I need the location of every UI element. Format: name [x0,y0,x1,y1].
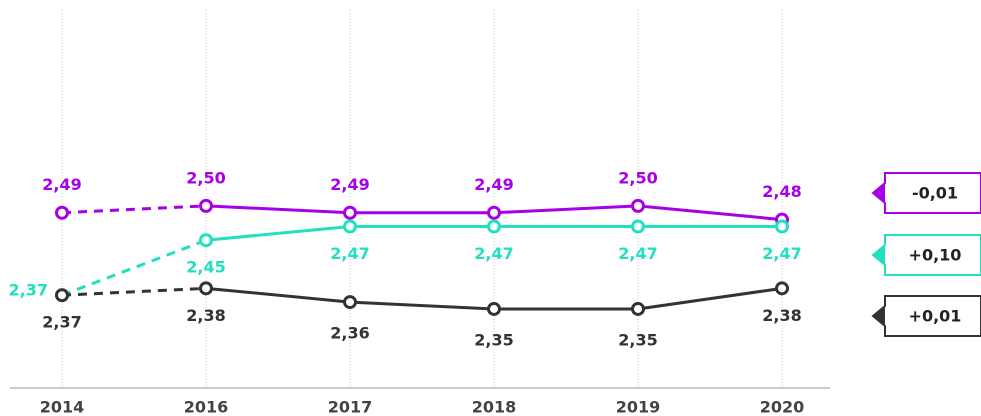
data-label: 2,50 [618,168,657,187]
data-label: 2,47 [618,244,657,263]
point [631,219,645,234]
point [487,205,501,220]
point [199,233,213,248]
data-label: 2,35 [618,330,657,349]
point [55,288,69,303]
x-tick-label: 2018 [472,398,517,416]
dashed-line [61,204,207,215]
dashed-line [61,238,207,297]
data-label: 2,47 [474,244,513,263]
badge [871,172,981,214]
data-label: 2,47 [762,244,801,263]
x-tick-label: 2016 [184,398,229,416]
point [199,198,213,213]
point [487,219,501,234]
point [775,219,789,234]
data-label: 2,49 [330,175,369,194]
data-label: 2,38 [186,306,225,325]
data-label: 2,37 [9,281,48,300]
data-label: 2,49 [42,175,81,194]
badge-arrow [873,245,885,265]
data-label: 2,36 [330,324,369,343]
data-label: 2,49 [474,175,513,194]
point [775,281,789,296]
legend-label: +0,10 [909,246,962,265]
point [631,198,645,213]
point [631,301,645,316]
data-label: 2,48 [762,182,801,201]
x-tick-label: 2017 [328,398,373,416]
point [487,301,501,316]
legend-label: -0,01 [912,184,958,203]
badge [871,295,981,337]
x-tick-label: 2014 [40,398,85,416]
point [343,205,357,220]
data-label: 2,45 [186,258,225,277]
badge [871,234,981,276]
dashed-line [61,286,207,297]
data-label: 2,47 [330,244,369,263]
badge-arrow [873,183,885,203]
point [343,295,357,310]
data-label: 2,35 [474,330,513,349]
x-tick-label: 2020 [760,398,805,416]
data-label: 2,50 [186,168,225,187]
legend-label: +0,01 [909,307,962,326]
point [199,281,213,296]
data-label: 2,37 [42,313,81,332]
point [343,219,357,234]
badge-arrow [873,306,885,326]
x-tick-label: 2019 [616,398,661,416]
point [55,205,69,220]
data-label: 2,38 [762,306,801,325]
